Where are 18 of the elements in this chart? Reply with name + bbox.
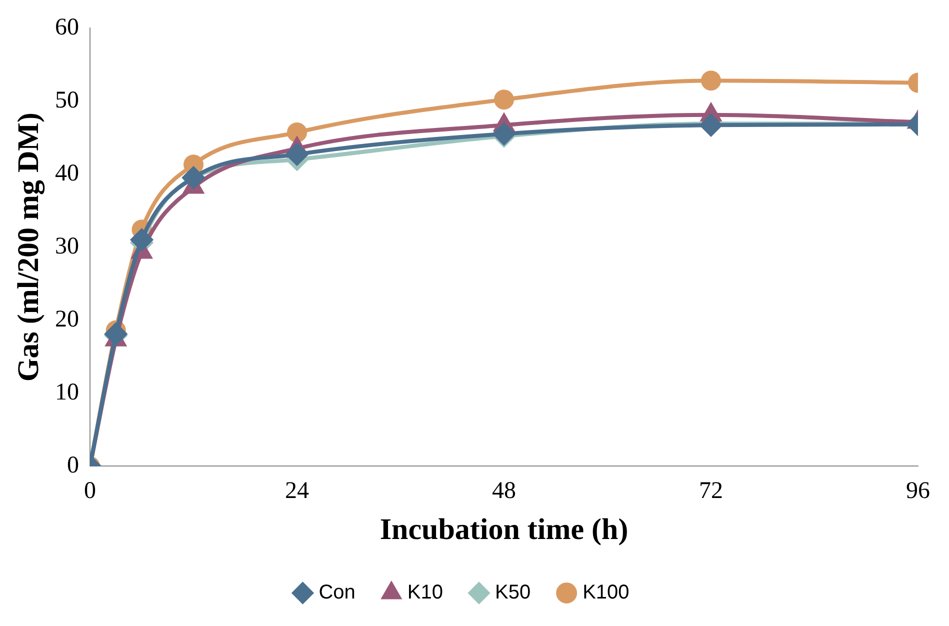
x-tick-label: 72 xyxy=(699,478,723,504)
y-tick-label: 10 xyxy=(55,379,79,406)
y-tick-label: 20 xyxy=(55,306,79,332)
legend-label: Con xyxy=(318,582,356,604)
x-tick-label: 48 xyxy=(492,478,516,504)
y-tick-label: 0 xyxy=(67,452,79,478)
legend-label: K100 xyxy=(582,582,630,604)
y-tick-label: 60 xyxy=(55,14,79,40)
legend-label: K10 xyxy=(407,582,443,604)
legend-label: K50 xyxy=(494,582,531,604)
y-axis-title: Gas (ml/200 mg DM) xyxy=(12,112,45,382)
x-tick-label: 24 xyxy=(285,478,309,504)
y-tick-label: 40 xyxy=(55,160,79,186)
x-tick-label: 96 xyxy=(906,478,930,504)
y-tick-label: 50 xyxy=(55,87,79,114)
x-tick-label: 0 xyxy=(84,478,96,504)
x-axis-title: Incubation time (h) xyxy=(380,512,628,546)
y-tick-label: 30 xyxy=(55,233,79,260)
